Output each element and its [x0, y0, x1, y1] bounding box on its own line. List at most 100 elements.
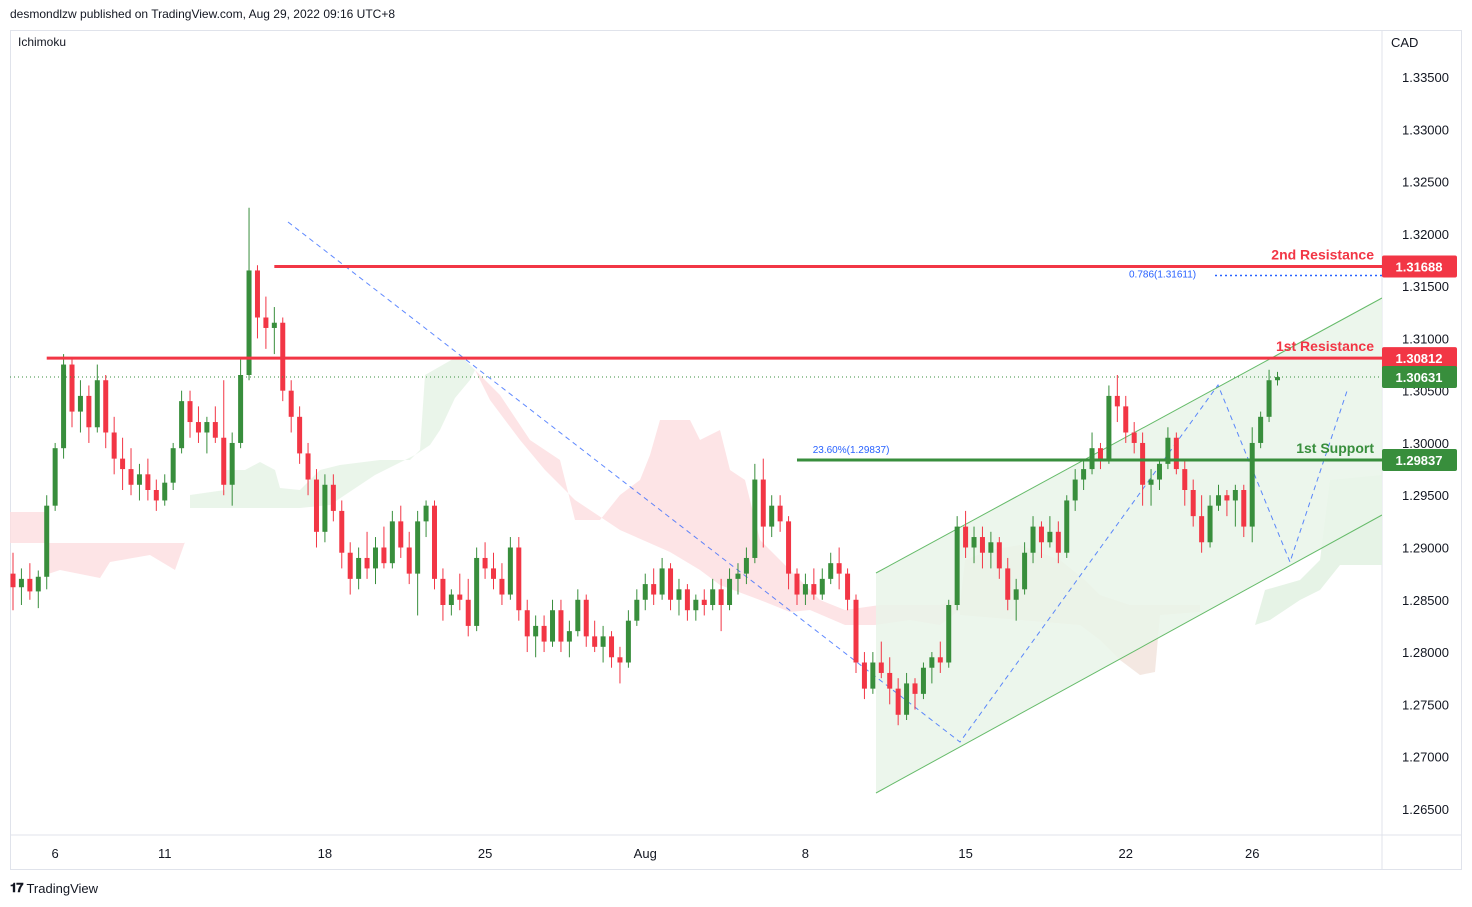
- price-tick-label: 1.30000: [1402, 436, 1449, 451]
- candle: [651, 568, 657, 605]
- candle: [659, 557, 665, 600]
- candle: [979, 526, 985, 569]
- candle: [1224, 490, 1230, 517]
- price-chart[interactable]: Ichimoku CAD 0.786(1.31611) 23.60%(1.2983…: [0, 0, 1472, 880]
- candle: [238, 359, 244, 449]
- candle: [254, 265, 260, 339]
- candle: [566, 620, 572, 658]
- price-badges: 1.31688 1.30812 1.29837 1.30631: [1382, 255, 1457, 471]
- price-axis[interactable]: 1.33500 1.33000 1.32500 1.32000 1.31500 1.310…: [1402, 70, 1449, 817]
- time-axis[interactable]: 6 11 18 25 Aug 8 15 22 26: [52, 846, 1260, 861]
- publish-info: desmondlzw published on TradingView.com,…: [10, 7, 396, 21]
- dashed-trendlines[interactable]: [287, 221, 1349, 743]
- candle: [1089, 432, 1095, 475]
- candle: [971, 526, 977, 564]
- candle: [145, 458, 151, 501]
- candle: [128, 448, 134, 496]
- candle: [457, 573, 463, 611]
- candle: [204, 416, 210, 454]
- candle: [305, 442, 311, 496]
- candle: [541, 615, 547, 653]
- candle: [1207, 495, 1213, 548]
- candle: [929, 652, 935, 684]
- candle: [153, 479, 159, 511]
- candle: [52, 442, 58, 511]
- candle: [111, 416, 117, 475]
- svg-text:1.30631: 1.30631: [1396, 370, 1443, 385]
- candle: [777, 495, 783, 532]
- candle: [61, 354, 67, 459]
- candle: [1055, 521, 1061, 564]
- candle: [1140, 432, 1146, 506]
- footer-brand: TradingView: [26, 880, 99, 896]
- candle: [836, 547, 842, 590]
- candle: [86, 385, 92, 443]
- candle: [77, 380, 83, 433]
- price-tick-label: 1.33500: [1402, 70, 1449, 85]
- candle: [1241, 484, 1247, 538]
- candle: [1190, 479, 1196, 527]
- svg-text:1.29837: 1.29837: [1396, 453, 1443, 468]
- candle: [27, 563, 33, 600]
- ascending-channel[interactable]: [875, 297, 1382, 794]
- price-badge: 1.30812: [1382, 347, 1457, 370]
- candle: [963, 510, 969, 558]
- key-levels[interactable]: [46, 264, 1382, 462]
- price-tick-label: 1.27000: [1402, 750, 1449, 765]
- candle: [845, 568, 851, 611]
- candle: [1266, 369, 1272, 423]
- price-tick-label: 1.32000: [1402, 227, 1449, 242]
- price-tick-label: 1.28500: [1402, 593, 1449, 608]
- candle: [625, 610, 631, 668]
- candle: [1182, 458, 1188, 506]
- candle: [1232, 484, 1238, 527]
- candle: [769, 495, 775, 538]
- price-tick-label: 1.33000: [1402, 122, 1449, 137]
- price-tick-label: 1.29000: [1402, 541, 1449, 556]
- candlesticks: [10, 207, 1280, 726]
- candle: [44, 495, 50, 590]
- candle: [507, 537, 513, 600]
- candle: [1123, 395, 1129, 443]
- candle: [10, 552, 16, 611]
- candle: [398, 505, 404, 558]
- candle: [887, 657, 893, 705]
- candle: [575, 589, 581, 637]
- candle: [162, 474, 168, 506]
- candle: [372, 537, 378, 585]
- level-label: 1st Support: [1296, 440, 1374, 456]
- time-tick-label: Aug: [634, 846, 657, 861]
- candle: [465, 578, 471, 637]
- candle: [617, 646, 623, 684]
- time-tick-label: 25: [478, 846, 492, 861]
- candle: [1097, 442, 1103, 470]
- candle: [878, 641, 884, 679]
- time-tick-label: 18: [318, 846, 332, 861]
- candle: [743, 547, 749, 585]
- candle: [103, 375, 109, 449]
- candle: [634, 589, 640, 626]
- level-label: 2nd Resistance: [1271, 246, 1374, 262]
- candle: [406, 531, 412, 585]
- candle: [1022, 542, 1028, 595]
- price-tick-label: 1.31000: [1402, 331, 1449, 346]
- candle: [701, 589, 707, 616]
- candle: [996, 537, 1002, 579]
- indicator-label[interactable]: Ichimoku: [18, 35, 66, 49]
- candle: [550, 599, 556, 647]
- candle: [1156, 458, 1162, 490]
- svg-text:1.31688: 1.31688: [1396, 259, 1443, 274]
- candle: [954, 516, 960, 611]
- candle: [1165, 427, 1171, 470]
- candle: [828, 552, 834, 585]
- candle: [1013, 578, 1019, 621]
- fib-label: 23.60%(1.29837): [813, 445, 890, 456]
- candle: [760, 458, 766, 548]
- candle: [735, 563, 741, 595]
- candle: [322, 474, 328, 543]
- candle: [297, 406, 303, 464]
- candle: [1030, 516, 1036, 564]
- price-badge: 1.31688: [1382, 255, 1457, 278]
- candle: [499, 563, 505, 605]
- svg-text:1.30812: 1.30812: [1396, 351, 1443, 366]
